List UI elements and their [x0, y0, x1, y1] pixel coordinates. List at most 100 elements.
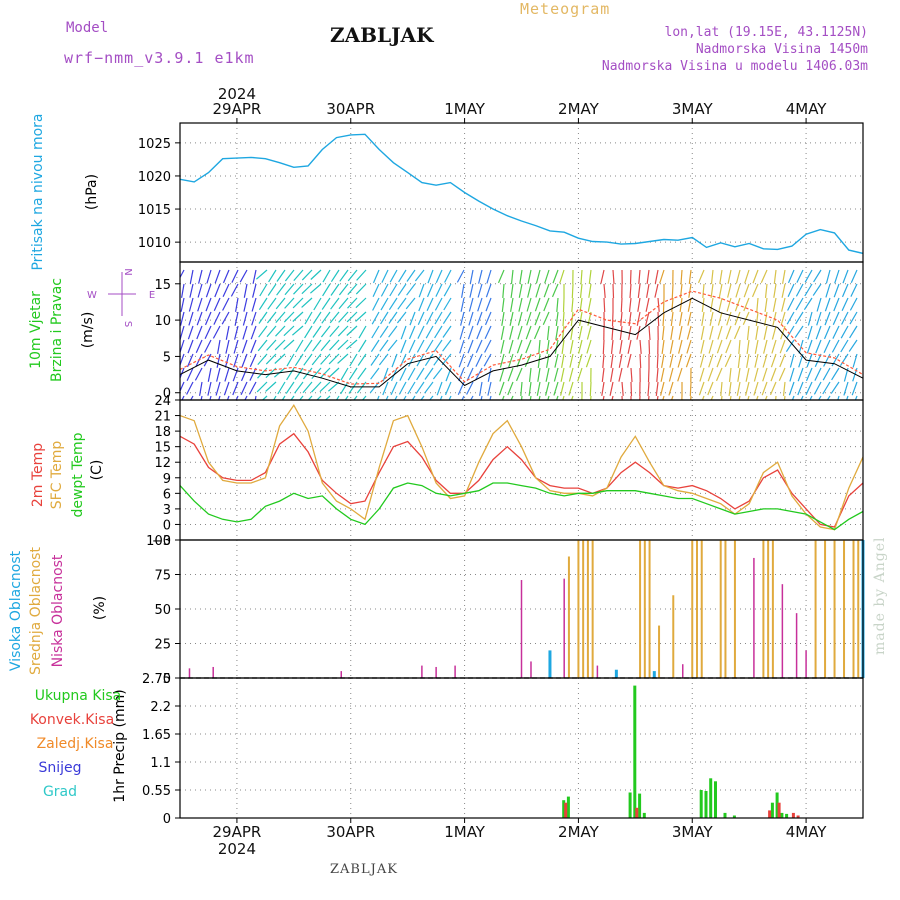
wind-barb: [251, 311, 257, 326]
wind-barb: [293, 283, 304, 295]
wind-barb: [571, 297, 574, 312]
wind-barb: [727, 269, 732, 284]
wind-barb: [302, 367, 313, 380]
wind-barb: [720, 381, 723, 396]
wind-barb: [499, 353, 505, 368]
wind-barb: [480, 395, 483, 400]
panel-clouds: 0 25 50 75 100: [146, 534, 865, 687]
wind-barb: [688, 269, 692, 284]
wind-barb: [243, 283, 248, 298]
y-tick-label: 1020: [138, 170, 171, 185]
wind-barb: [348, 381, 358, 394]
wind-barb: [826, 395, 831, 400]
wind-barb: [681, 395, 683, 400]
wind-barb: [436, 381, 443, 396]
wind-barb: [456, 269, 465, 283]
wind-barb: [180, 269, 185, 279]
wind-barb: [797, 367, 804, 382]
wind-barb: [189, 269, 194, 284]
wind-barb: [328, 381, 340, 392]
wind-barb: [753, 381, 759, 396]
wind-barb: [775, 395, 777, 400]
wind-barb: [804, 269, 813, 283]
wind-barb: [789, 367, 795, 382]
wind-barb: [669, 339, 674, 354]
wind-barb: [467, 339, 474, 354]
wind-barb: [755, 325, 759, 340]
bottom-date-label: 30APR: [326, 823, 375, 841]
wind-barb: [524, 353, 532, 368]
wind-barb: [824, 311, 831, 326]
wind-barb: [603, 283, 606, 298]
wind-barb: [610, 339, 614, 354]
wind-barb: [266, 325, 277, 338]
wind-barb: [243, 297, 248, 312]
wind-barb: [310, 269, 322, 280]
wind-barb: [786, 325, 795, 339]
compass-east: E: [149, 290, 155, 301]
wind-barb: [849, 297, 858, 311]
wind-barb: [400, 325, 407, 340]
wind-barb: [546, 353, 550, 368]
wind-barb: [636, 311, 641, 326]
wind-barb: [292, 311, 304, 322]
wind-barb: [487, 381, 492, 396]
wind-barb: [475, 353, 483, 367]
wind-barb: [320, 325, 331, 338]
wind-barb: [779, 353, 786, 368]
wind-barb: [442, 311, 452, 325]
wind-barb: [397, 283, 407, 296]
wind-barb: [618, 353, 623, 368]
wind-barb: [823, 325, 831, 340]
wind-speed-line: [180, 297, 863, 388]
wind-barb: [408, 339, 416, 353]
wind-barb: [710, 395, 714, 400]
wind-barb: [475, 339, 483, 354]
wind-barb: [276, 283, 286, 296]
wind-barb: [408, 353, 416, 367]
wind-barb: [726, 297, 732, 312]
wind-barb: [427, 269, 434, 284]
wind-barb: [816, 311, 822, 326]
wind-barb: [295, 339, 304, 353]
wind-barb: [837, 395, 840, 400]
wind-barb: [418, 297, 425, 312]
wind-barb: [831, 339, 840, 353]
bottom-date-label: 4MAY: [786, 823, 828, 841]
wind-barb: [322, 283, 331, 297]
precip-title: 1hr Precip (mm): [112, 689, 128, 802]
wind-barb: [579, 311, 583, 326]
precip-total-bar: [638, 793, 642, 818]
wind-barb: [733, 325, 741, 340]
wind-barb: [854, 395, 858, 400]
wind-barb: [612, 283, 615, 299]
panel-wind: 0 5 10 15 N W E S: [87, 261, 864, 402]
wind-barb: [435, 283, 443, 297]
wind-barb: [304, 325, 313, 339]
wind-barb: [498, 381, 505, 396]
wind-barb: [335, 395, 340, 400]
wind-barb: [601, 381, 605, 396]
wind-barb: [562, 311, 565, 327]
wind-barb: [686, 325, 692, 340]
wind-barb: [241, 353, 248, 368]
wind-barb: [380, 311, 389, 325]
wind-barb: [356, 381, 367, 394]
wind-barb: [745, 367, 750, 382]
wind-barb: [542, 311, 550, 326]
wind-barb: [285, 381, 295, 394]
wind-barb: [587, 297, 592, 312]
wind-barb: [553, 381, 559, 396]
wind-barb: [710, 283, 714, 298]
wind-barb: [627, 353, 632, 368]
wind-barb: [205, 283, 212, 298]
wind-barb: [621, 381, 624, 396]
wind-barb: [207, 381, 212, 396]
wind-barb: [240, 367, 248, 382]
precip-total-bar: [642, 812, 646, 818]
wind-barb: [670, 395, 674, 400]
wind-barb: [261, 395, 268, 400]
wind-barb: [654, 283, 659, 298]
wind-barb: [796, 269, 804, 283]
dewpt-title: dewpt Temp: [70, 432, 86, 517]
